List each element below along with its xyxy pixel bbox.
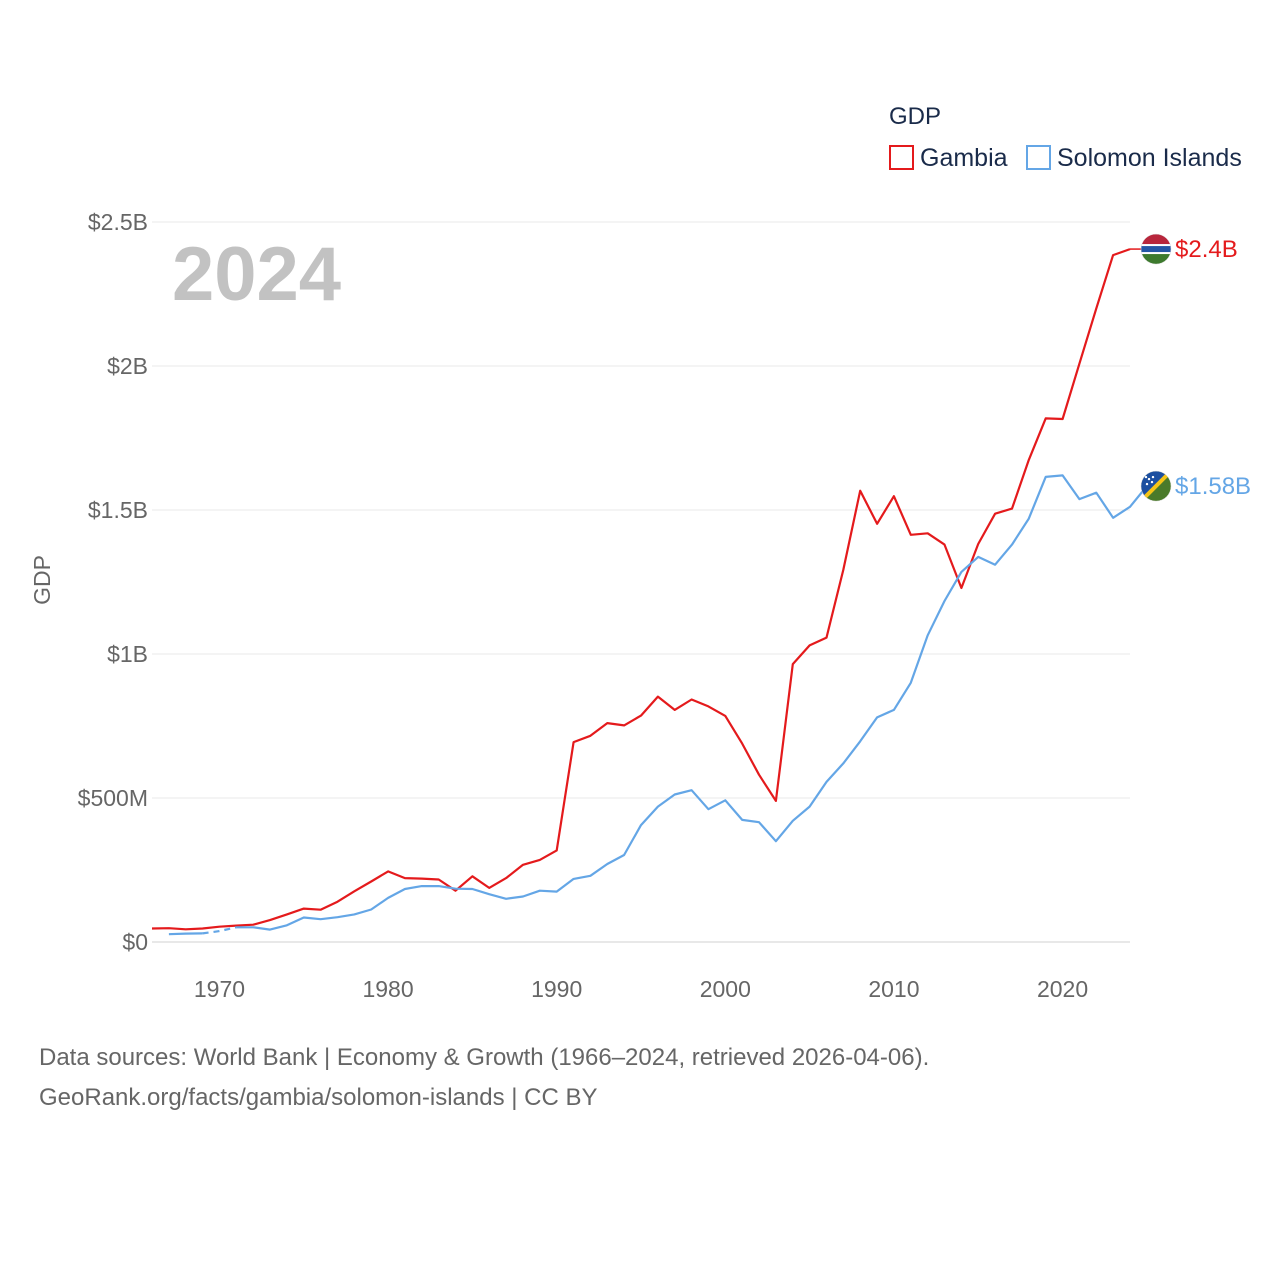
x-tick-label: 1990	[531, 976, 582, 1002]
series-dashed-segment	[202, 926, 237, 935]
flag-stripe-white-top	[1141, 244, 1171, 247]
year-label: 2024	[172, 232, 341, 317]
y-tick-label: $500M	[78, 785, 148, 811]
legend-title: GDP	[889, 103, 941, 130]
attribution-note: GeoRank.org/facts/gambia/solomon-islands…	[39, 1084, 598, 1111]
flag-border	[1140, 233, 1172, 265]
flag-stripe-red	[1141, 234, 1171, 245]
flag-body	[1141, 234, 1171, 265]
y-tick-label: $1B	[107, 641, 148, 667]
flag-body	[1141, 471, 1171, 502]
x-tick-label: 1970	[194, 976, 245, 1002]
y-tick-label: $2B	[107, 353, 148, 379]
series-line-solomon-islands	[236, 474, 1148, 931]
x-tick-label: 2000	[700, 976, 751, 1002]
flag-star	[1147, 477, 1151, 481]
flag-diagonal	[1141, 471, 1171, 502]
x-tick-label: 2020	[1037, 976, 1088, 1002]
flag-star	[1144, 475, 1148, 479]
y-axis-ticks: $0 $500M $1B $1.5B $2B $2.5B	[78, 209, 148, 955]
x-tick-label: 1980	[362, 976, 413, 1002]
gambia-flag	[1140, 233, 1172, 265]
series-line-gambia	[151, 248, 1131, 931]
y-tick-label: $2.5B	[88, 209, 148, 235]
flag-star	[1145, 482, 1149, 486]
flag-stripe-green	[1141, 254, 1171, 265]
legend-swatch	[1026, 145, 1051, 170]
flag-border	[1140, 470, 1172, 502]
solomon-islands-flag	[1140, 470, 1172, 502]
flag-stripe-white-bottom	[1141, 252, 1171, 255]
legend: GDP Gambia Solomon Islands	[889, 103, 1242, 172]
grid-lines	[152, 221, 1130, 943]
data-source-note: Data sources: World Bank | Economy & Gro…	[39, 1044, 930, 1071]
y-tick-label: $0	[122, 929, 148, 955]
y-tick-label: $1.5B	[88, 497, 148, 523]
flag-stripe-blue	[1141, 244, 1171, 255]
end-value-label: $1.58B	[1175, 473, 1251, 500]
flag-star	[1151, 475, 1155, 479]
flag-star	[1150, 480, 1154, 484]
x-axis-ticks: 1970 1980 1990 2000 2010 2020	[194, 976, 1088, 1002]
legend-label: Solomon Islands	[1057, 144, 1242, 172]
series-line-solomon-islands	[168, 932, 203, 936]
legend-swatch	[889, 145, 914, 170]
series-lines	[151, 248, 1148, 936]
end-value-label: $2.4B	[1175, 236, 1238, 263]
legend-label: Gambia	[920, 144, 1008, 172]
end-labels: $2.4B $1.58B	[1130, 233, 1251, 502]
x-tick-label: 2010	[868, 976, 919, 1002]
y-axis-label: GDP	[29, 555, 55, 605]
